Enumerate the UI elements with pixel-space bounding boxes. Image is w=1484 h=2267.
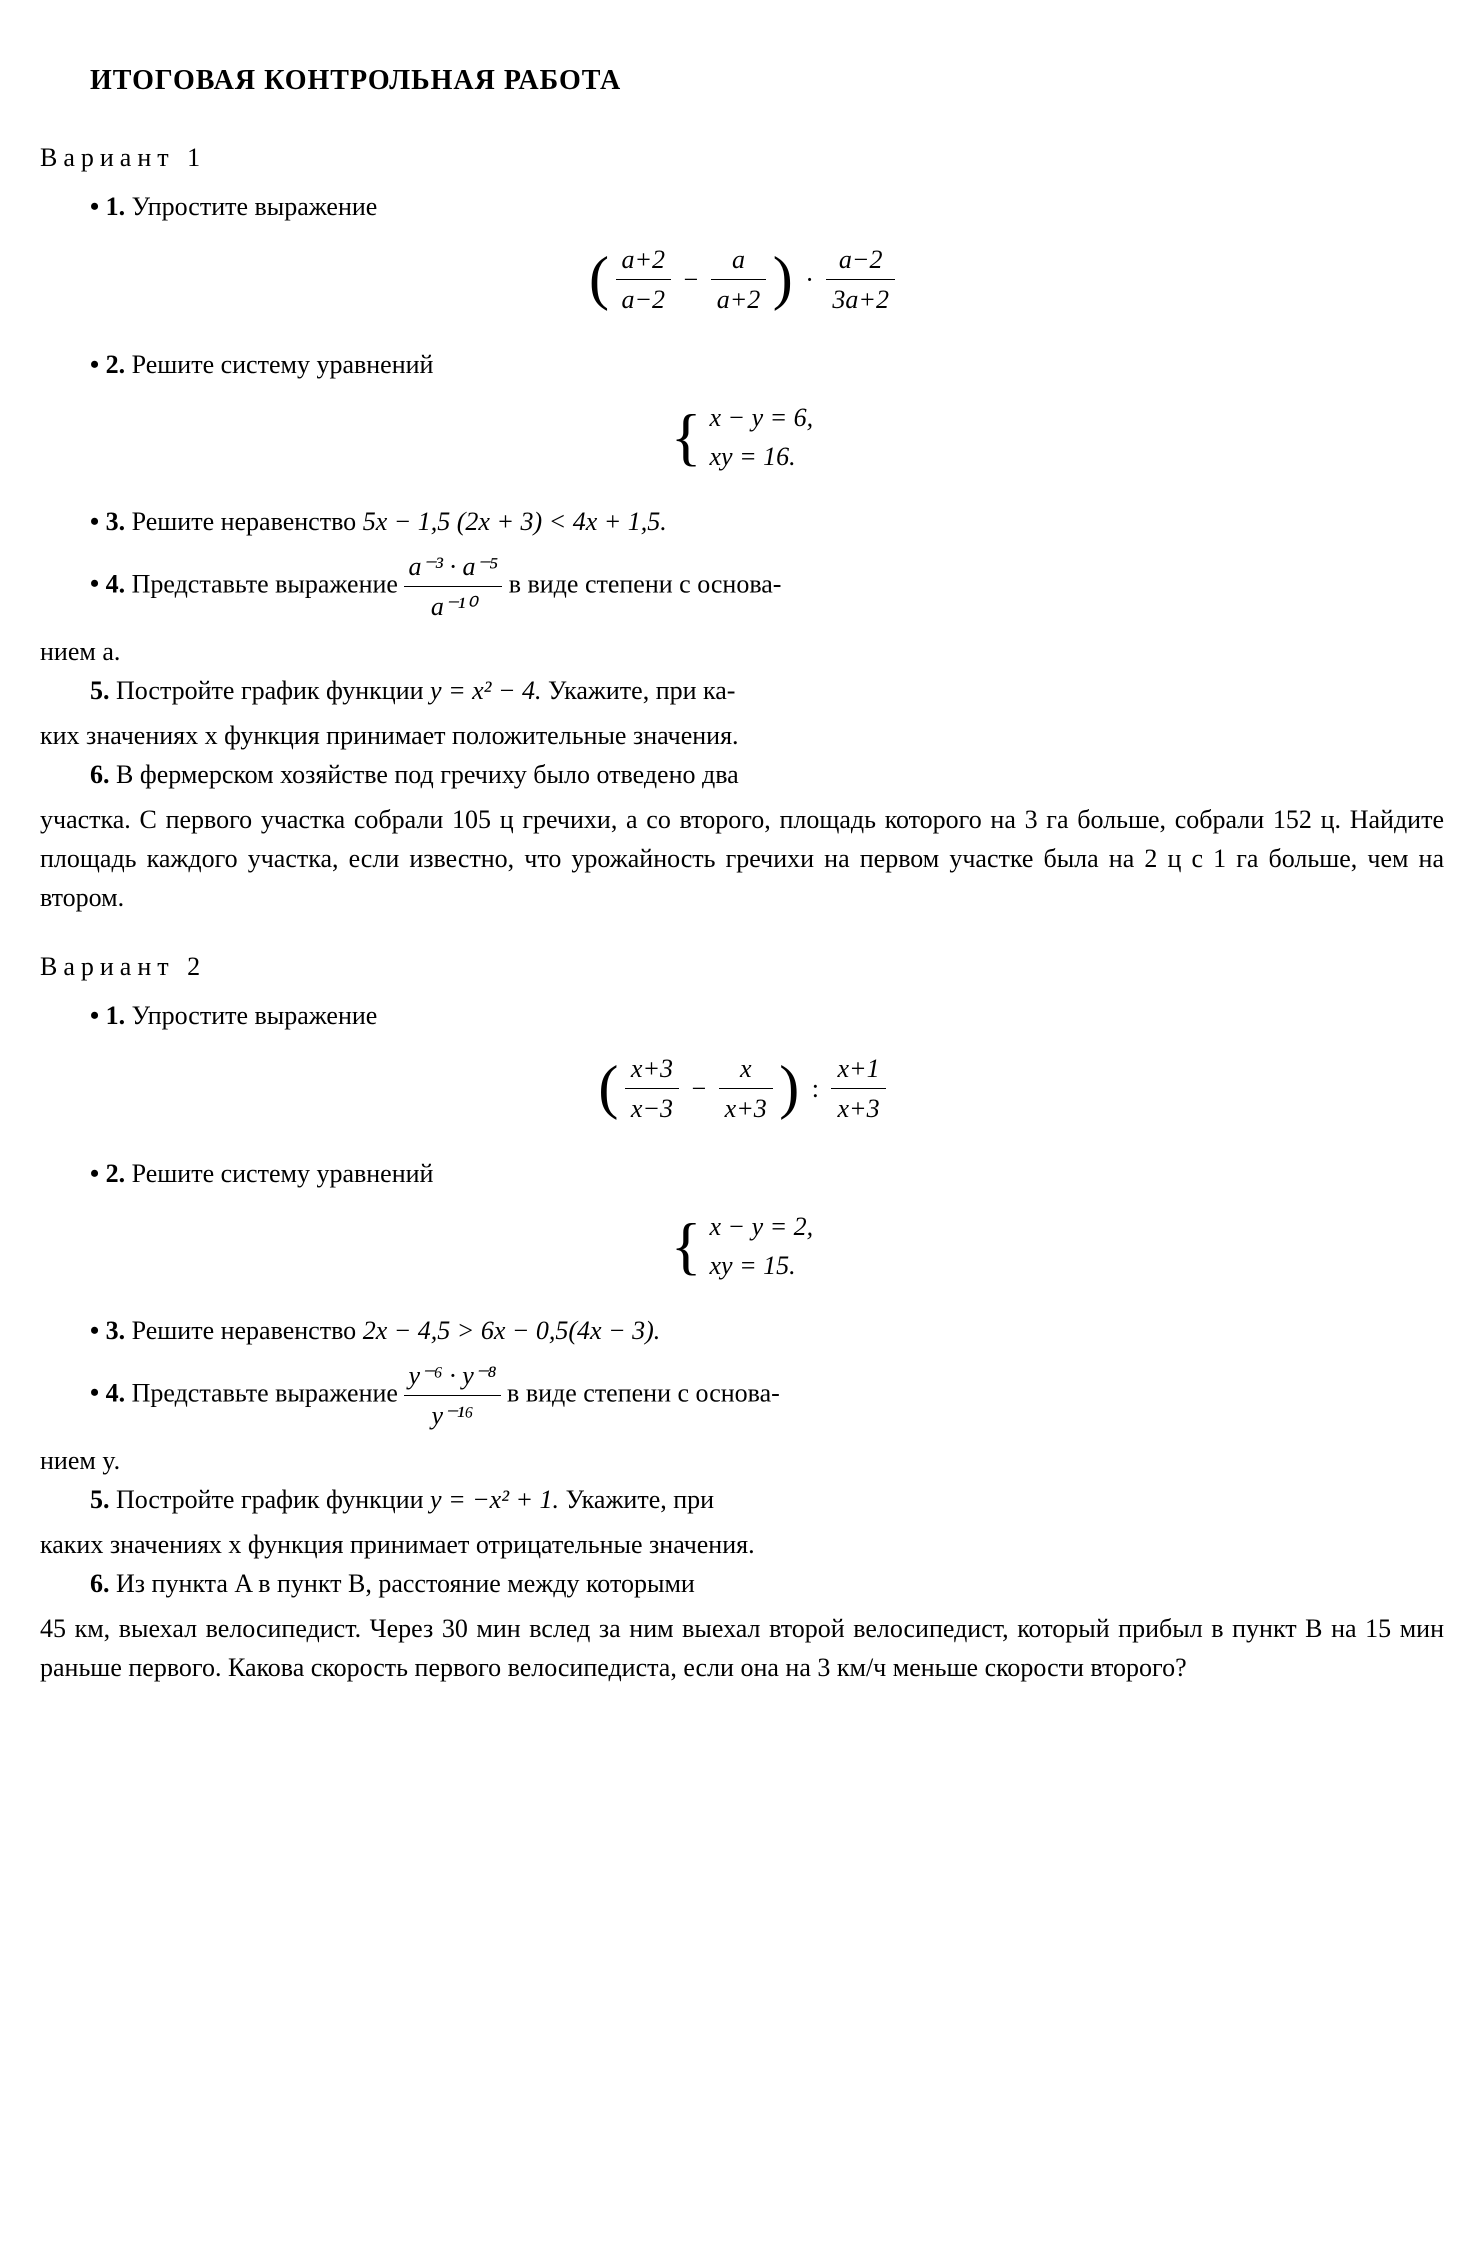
v1-p5: 5. Постройте график функции y = x² − 4. … — [90, 671, 1444, 710]
f-num: x+3 — [625, 1049, 679, 1089]
v2-p2: 2. Решите систему уравнений — [90, 1154, 1444, 1193]
v1-p4-cont: нием a. — [40, 632, 1444, 671]
v2-p3-ineq: 2x − 4,5 > 6x − 0,5(4x − 3). — [363, 1316, 661, 1345]
f-den: a⁻¹⁰ — [404, 587, 502, 626]
v2-p6-num: 6. — [90, 1569, 110, 1598]
v2-p4-cont-text: нием y. — [40, 1446, 120, 1475]
v1-p2-num: 2. — [106, 350, 126, 379]
v1-p5-text-a: Постройте график функции — [116, 676, 430, 705]
v2-p4-text-b: в виде степени с основа- — [507, 1378, 780, 1407]
v1-p2: 2. Решите систему уравнений — [90, 345, 1444, 384]
op-minus: − — [692, 1069, 707, 1108]
v2-p6-text: Из пункта A в пункт B, расстояние между … — [116, 1569, 695, 1598]
v1-p4-text-b: в виде степени с основа- — [509, 569, 782, 598]
v1-p3-text: Решите неравенство — [132, 507, 363, 536]
v1-p5-text-b: Укажите, при ка- — [542, 676, 736, 705]
v2-p2-num: 2. — [106, 1159, 126, 1188]
page-title: ИТОГОВАЯ КОНТРОЛЬНАЯ РАБОТА — [90, 60, 1444, 102]
f-num: a — [711, 240, 767, 280]
v2-p5: 5. Постройте график функции y = −x² + 1.… — [90, 1480, 1444, 1519]
f-den: 3a+2 — [826, 280, 895, 319]
variant-1-label: Вариант 1 — [40, 138, 1444, 177]
op-colon: : — [812, 1069, 819, 1108]
v2-p5-text-a: Постройте график функции — [116, 1485, 430, 1514]
v1-p5-num: 5. — [90, 676, 110, 705]
v2-p1-formula: ( x+3x−3 − xx+3 ) : x+1x+3 — [40, 1049, 1444, 1128]
v1-p6: 6. В фермерском хозяйстве под гречиху бы… — [90, 755, 1444, 794]
v2-p5-text-b: Укажите, при — [559, 1485, 714, 1514]
v1-p1-text: Упростите выражение — [132, 192, 378, 221]
v1-p1: 1. Упростите выражение — [90, 187, 1444, 226]
sys-eq2: xy = 15. — [710, 1246, 814, 1285]
f-num: a⁻³ · a⁻⁵ — [404, 547, 502, 587]
f-den: y⁻¹⁶ — [404, 1396, 500, 1435]
sys-eq2: xy = 16. — [710, 437, 814, 476]
v1-p4: 4. Представьте выражение a⁻³ · a⁻⁵a⁻¹⁰ в… — [90, 547, 1444, 626]
v1-p6-num: 6. — [90, 760, 110, 789]
v2-p4: 4. Представьте выражение y⁻⁶ · y⁻⁸y⁻¹⁶ в… — [90, 1356, 1444, 1435]
v2-p3-num: 3. — [106, 1316, 126, 1345]
v1-p2-text: Решите систему уравнений — [132, 350, 434, 379]
brace-icon: { — [671, 1220, 702, 1271]
v1-p3-ineq: 5x − 1,5 (2x + 3) < 4x + 1,5. — [363, 507, 667, 536]
v1-p1-num: 1. — [106, 192, 126, 221]
v1-p4-cont-text: нием a. — [40, 637, 120, 666]
v1-p3-num: 3. — [106, 507, 126, 536]
v2-p4-text-a: Представьте выражение — [132, 1378, 405, 1407]
v2-p1-num: 1. — [106, 1001, 126, 1030]
v1-p1-formula: ( a+2a−2 − aa+2 ) · a−23a+2 — [40, 240, 1444, 319]
v2-p1: 1. Упростите выражение — [90, 996, 1444, 1035]
op-minus: − — [684, 260, 699, 299]
f-num: x+1 — [831, 1049, 885, 1089]
sys-eq1: x − y = 6, — [710, 398, 814, 437]
v2-p5-num: 5. — [90, 1485, 110, 1514]
v1-p5-func: y = x² − 4. — [430, 676, 541, 705]
v1-p6-text: В фермерском хозяйстве под гречиху было … — [116, 760, 739, 789]
v2-p6: 6. Из пункта A в пункт B, расстояние меж… — [90, 1564, 1444, 1603]
v1-p6-cont: участка. С первого участка собрали 105 ц… — [40, 800, 1444, 917]
v2-p2-system: { x − y = 2, xy = 15. — [40, 1207, 1444, 1285]
v1-p3: 3. Решите неравенство 5x − 1,5 (2x + 3) … — [90, 502, 1444, 541]
v2-p3: 3. Решите неравенство 2x − 4,5 > 6x − 0,… — [90, 1311, 1444, 1350]
v2-p6-cont: 45 км, выехал велосипедист. Через 30 мин… — [40, 1609, 1444, 1687]
v1-p4-text-a: Представьте выражение — [132, 569, 405, 598]
f-den: a+2 — [711, 280, 767, 319]
f-den: x+3 — [719, 1089, 773, 1128]
f-den: a−2 — [616, 280, 672, 319]
v2-p1-text: Упростите выражение — [132, 1001, 378, 1030]
f-num: a+2 — [616, 240, 672, 280]
f-num: a−2 — [826, 240, 895, 280]
variant-2-label: Вариант 2 — [40, 947, 1444, 986]
v2-p2-text: Решите систему уравнений — [132, 1159, 434, 1188]
v1-p4-num: 4. — [106, 569, 126, 598]
v2-p5-cont: каких значениях x функция принимает отри… — [40, 1525, 1444, 1564]
brace-icon: { — [671, 411, 702, 462]
sys-eq1: x − y = 2, — [710, 1207, 814, 1246]
v2-p5-func: y = −x² + 1. — [430, 1485, 559, 1514]
f-den: x+3 — [831, 1089, 885, 1128]
f-num: y⁻⁶ · y⁻⁸ — [404, 1356, 500, 1396]
v2-p3-text: Решите неравенство — [132, 1316, 363, 1345]
f-num: x — [719, 1049, 773, 1089]
v2-p4-cont: нием y. — [40, 1441, 1444, 1480]
f-den: x−3 — [625, 1089, 679, 1128]
v1-p5-cont: ких значениях x функция принимает положи… — [40, 716, 1444, 755]
v1-p2-system: { x − y = 6, xy = 16. — [40, 398, 1444, 476]
op-dot: · — [805, 260, 814, 299]
v2-p4-num: 4. — [106, 1378, 126, 1407]
